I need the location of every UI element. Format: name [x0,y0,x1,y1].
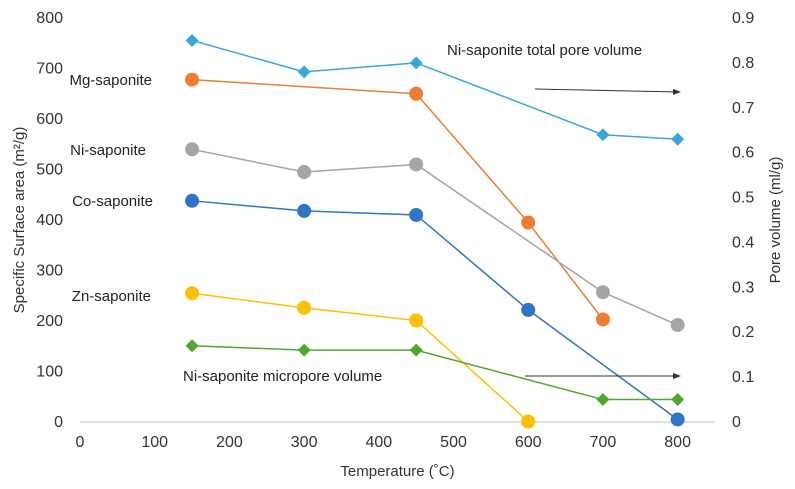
data-point [671,393,685,407]
data-point [596,128,610,142]
data-point [595,285,610,300]
data-point [409,157,424,172]
y-right-tick-label: 0.3 [732,279,754,296]
y-left-tick-label: 800 [36,10,63,27]
data-point [185,72,200,87]
data-point [185,286,200,301]
data-point [409,343,423,357]
data-point [409,313,424,328]
data-point [670,318,685,333]
x-tick-label: 600 [515,434,542,451]
series-line-2 [191,200,679,421]
annotation-arrow [534,88,681,95]
y-left-tick-label: 500 [36,162,63,179]
series-label: Mg-saponite [69,72,152,89]
x-tick-label: 700 [590,434,617,451]
y-left-tick-label: 700 [36,61,63,78]
y-right-tick-label: 0.7 [732,100,754,117]
data-point [409,207,424,222]
data-point [297,165,312,180]
x-tick-label: 0 [76,434,85,451]
y-right-tick-label: 0.2 [732,324,754,341]
y-left-tick-label: 0 [54,414,63,431]
y-right-tick-label: 0 [732,414,741,431]
data-point [185,142,200,157]
y-right-axis-title: Pore volume (ml/g) [767,157,784,284]
y-left-tick-label: 200 [36,313,63,330]
x-tick-label: 400 [365,434,392,451]
data-point [297,300,312,315]
data-point [297,203,312,218]
y-right-tick-label: 0.4 [732,234,754,251]
data-point [521,302,536,317]
data-point [185,193,200,208]
y-right-tick-label: 0.8 [732,55,754,72]
data-point [521,215,536,230]
series-label: Ni-saponite micropore volume [183,368,382,385]
axes: 0 100 200 300 400 500 600 700 800 0 100 200 300 400 50… [11,10,784,480]
series-label: Zn-saponite [72,288,151,305]
x-tick-label: 200 [216,434,243,451]
y-right-tick-label: 0.5 [732,190,754,207]
data-point [595,312,610,327]
y-right-tick-label: 0.1 [732,369,754,386]
series-label: Ni-saponite total pore volume [447,42,642,59]
data-point [596,393,610,407]
y-right-tick-label: 0.9 [732,10,754,27]
x-tick-label: 800 [664,434,691,451]
x-tick-label: 100 [141,434,168,451]
series-line-0 [192,78,604,320]
x-tick-label: 500 [440,434,467,451]
x-axis-title: Temperature (˚C) [340,463,454,480]
data-point [185,33,199,47]
data-point [409,86,424,101]
data-point [185,339,199,353]
y-left-axis-title: Specific Surface area (m²/g) [11,127,28,314]
data-point [409,56,423,70]
y-left-tick-label: 100 [36,364,63,381]
y-left-tick-label: 300 [36,263,63,280]
y-left-tick-label: 600 [36,111,63,128]
data-point [521,414,536,429]
annotations: Mg-saponite Ni-saponite Co-saponite Zn-sapo… [69,42,681,385]
data-point [671,132,685,146]
series-layer [185,33,685,429]
y-left-tick-label: 400 [36,212,63,229]
series-line-3 [191,292,529,423]
x-tick-label: 300 [291,434,318,451]
y-right-tick-label: 0.6 [732,145,754,162]
data-point [297,65,311,79]
series-label: Co-saponite [72,193,153,210]
data-point [297,343,311,357]
series-label: Ni-saponite [70,142,146,159]
data-point [670,412,685,427]
